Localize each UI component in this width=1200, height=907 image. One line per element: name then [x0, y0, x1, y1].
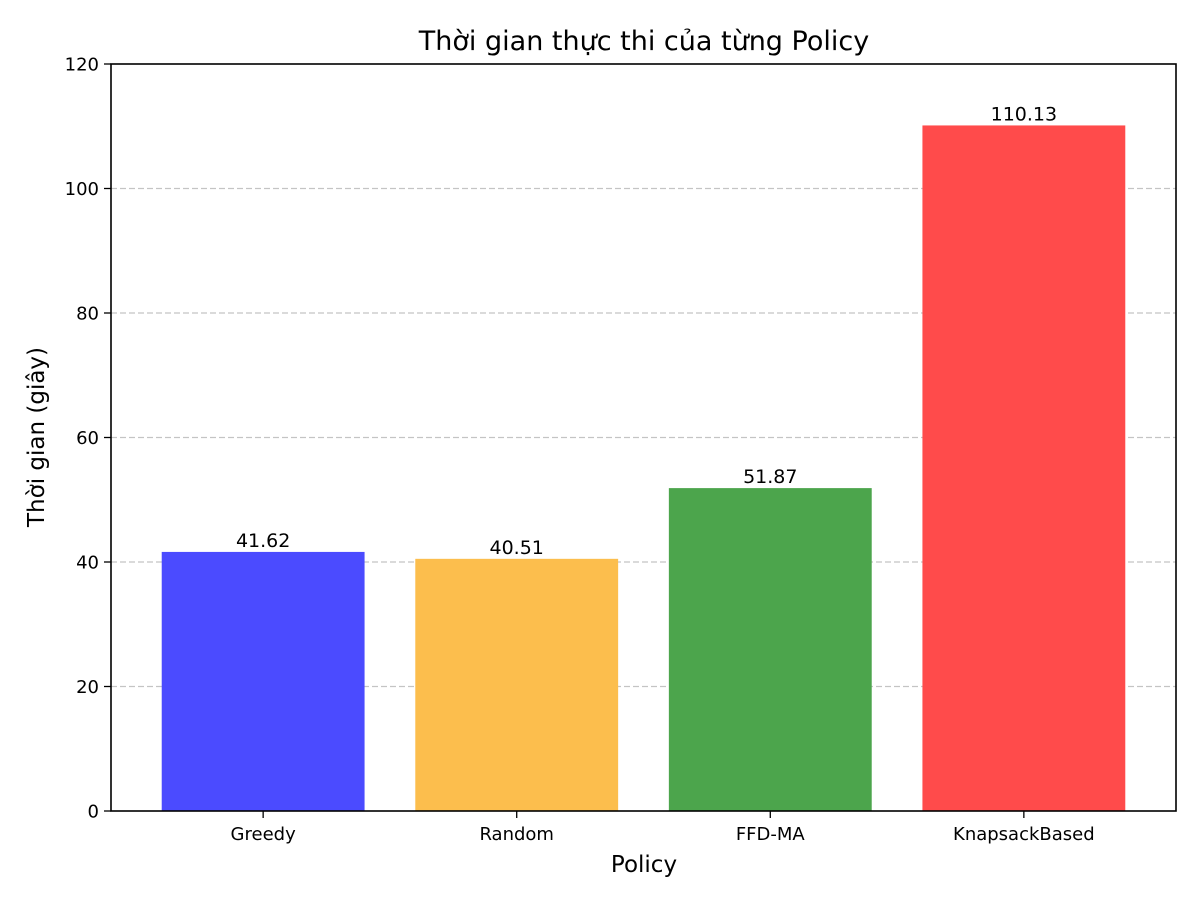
bar-value-label: 40.51: [490, 537, 544, 559]
x-axis-title: Policy: [611, 852, 677, 878]
bar-value-label: 51.87: [743, 466, 797, 488]
bar-ffd-ma: [668, 488, 872, 811]
data-labels: 41.62 40.51 51.87 110.13: [236, 103, 1057, 558]
y-tick-label: 120: [65, 55, 99, 76]
bar-random: [415, 558, 619, 811]
y-tick-label: 0: [88, 802, 99, 823]
bar-value-label: 110.13: [991, 103, 1057, 125]
y-tick-label: 40: [76, 553, 99, 574]
bars: [161, 125, 1126, 812]
x-tick-label: KnapsackBased: [953, 824, 1095, 845]
y-tick-label: 80: [76, 304, 99, 325]
bar-value-label: 41.62: [236, 530, 290, 552]
y-tick-label: 100: [65, 179, 99, 200]
x-tick-label: FFD-MA: [736, 824, 806, 845]
y-axis-title: Thời gian (giây): [24, 347, 50, 528]
ticks: 0 20 40 60 80 100 120 Greedy Random FFD-MA Knapsac…: [65, 55, 1095, 846]
y-tick-label: 60: [76, 428, 99, 449]
bar-knapsackbased: [922, 125, 1126, 812]
y-tick-label: 20: [76, 677, 99, 698]
x-tick-label: Greedy: [231, 824, 297, 845]
bar-greedy: [161, 551, 365, 811]
x-tick-label: Random: [479, 824, 554, 845]
chart-title: Thời gian thực thi của từng Policy: [418, 26, 869, 57]
